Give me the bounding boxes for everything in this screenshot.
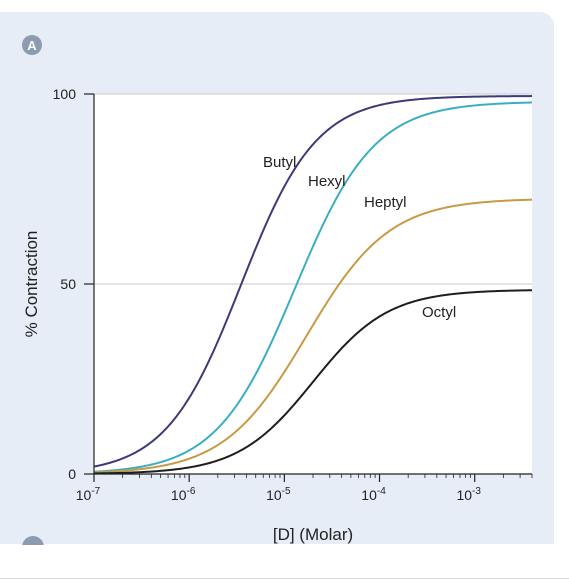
curve-octyl <box>93 289 533 475</box>
footer-divider <box>0 578 569 579</box>
curve-heptyl <box>93 198 533 474</box>
curve-hexyl <box>93 101 533 473</box>
y-tick-label-0: 0 <box>68 466 76 482</box>
y-axis-label: % Contraction <box>22 231 41 338</box>
series-label-heptyl: Heptyl <box>364 194 407 211</box>
series-label-hexyl: Hexyl <box>308 173 346 190</box>
series-label-butyl: Butyl <box>263 154 296 171</box>
x-tick-label-2: 10-5 <box>266 486 291 503</box>
x-tick-label-1: 10-6 <box>171 486 196 503</box>
x-tick-label-4: 10-3 <box>456 486 481 503</box>
curve-butyl <box>93 95 533 468</box>
page-footer <box>0 545 569 588</box>
series-labels: Butyl Hexyl Heptyl Octyl <box>263 154 456 321</box>
x-axis-label: [D] (Molar) <box>273 525 353 544</box>
panel-label-badge: A <box>22 35 42 55</box>
x-tick-label-0: 10-7 <box>76 486 101 503</box>
gridlines <box>94 93 532 285</box>
y-tick-label-50: 50 <box>60 276 76 292</box>
series-label-octyl: Octyl <box>422 304 456 321</box>
y-tick-label-100: 100 <box>53 86 77 102</box>
x-tick-label-3: 10-4 <box>361 486 386 503</box>
series-curves <box>93 95 533 475</box>
